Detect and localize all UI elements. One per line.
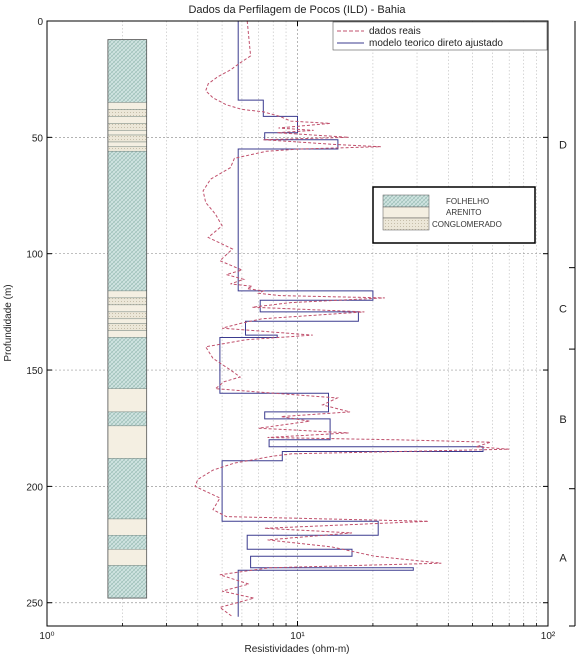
lithology-layer <box>107 518 147 536</box>
lithology-layer <box>107 458 147 520</box>
y-tick-label: 200 <box>26 482 43 493</box>
legend-label-conglomerado: CONGLOMERADO <box>432 220 502 229</box>
lithology-layer <box>107 330 147 338</box>
x-tick-label: 10¹ <box>290 631 305 642</box>
x-axis-label: Resistividades (ohm-m) <box>244 644 349 655</box>
legend-label-modelo: modelo teorico direto ajustado <box>369 38 503 49</box>
series-legend: dados reais modelo teorico direto ajusta… <box>332 21 548 51</box>
lithology-outline <box>107 39 148 599</box>
swatch-folhelho <box>382 194 430 208</box>
lithology-layer <box>107 425 147 459</box>
lithology-layer <box>107 123 147 131</box>
y-tick-label: 250 <box>26 599 43 610</box>
lithology-layer <box>107 318 147 324</box>
chart-title: Dados da Perfilagem de Pocos (ILD) - Bah… <box>188 4 406 16</box>
y-axis-label: Profundidade (m) <box>3 284 14 361</box>
lithology-layer <box>107 535 147 550</box>
lithology-layer <box>107 290 147 299</box>
lithology-layer <box>107 565 147 599</box>
zone-markers: D C B A <box>559 21 576 627</box>
legend-label-folhelho: FOLHELHO <box>446 197 489 206</box>
lithology-layer <box>107 388 147 413</box>
zone-label: D <box>559 139 567 151</box>
series-legend-box <box>332 21 548 51</box>
lithology-column <box>107 39 148 599</box>
swatch-arenito <box>382 206 430 219</box>
lithology-layer <box>107 297 147 306</box>
y-tick-label: 150 <box>26 366 43 377</box>
lithology-layer <box>107 130 147 136</box>
series-dados-reais <box>194 21 510 618</box>
lithology-legend: FOLHELHO ARENITO CONGLOMERADO <box>372 186 536 244</box>
lithology-layer <box>107 151 147 292</box>
lithology-layer <box>107 311 147 320</box>
x-tick-label: 10⁰ <box>39 631 54 642</box>
lithology-layer <box>107 337 147 389</box>
lithology-layer <box>107 109 147 117</box>
lithology-layer <box>107 146 147 152</box>
lithology-layer <box>107 141 147 147</box>
y-tick-label: 0 <box>37 17 43 28</box>
swatch-conglomerado <box>382 217 430 231</box>
lithology-layer <box>107 116 147 124</box>
lithology-layer <box>107 323 147 331</box>
lithology-layer <box>107 39 147 103</box>
x-tick-label: 10² <box>541 631 556 642</box>
x-axis-ticks: 10⁰ 10¹ 10² <box>39 21 556 642</box>
y-axis-ticks: 0 50 100 150 200 250 <box>26 17 548 610</box>
lithology-layer <box>107 102 147 110</box>
plot-series <box>194 21 510 618</box>
legend-label-dados-reais: dados reais <box>369 26 421 37</box>
zone-label: A <box>559 552 567 564</box>
zone-label: B <box>559 414 566 426</box>
lithology-layer <box>107 411 147 427</box>
y-tick-label: 50 <box>32 133 44 144</box>
zone-label: C <box>559 303 567 315</box>
legend-label-arenito: ARENITO <box>446 208 481 217</box>
lithology-layer <box>107 134 147 143</box>
lithology-layer <box>107 304 147 313</box>
lithology-layer <box>107 549 147 566</box>
y-tick-label: 100 <box>26 250 43 261</box>
